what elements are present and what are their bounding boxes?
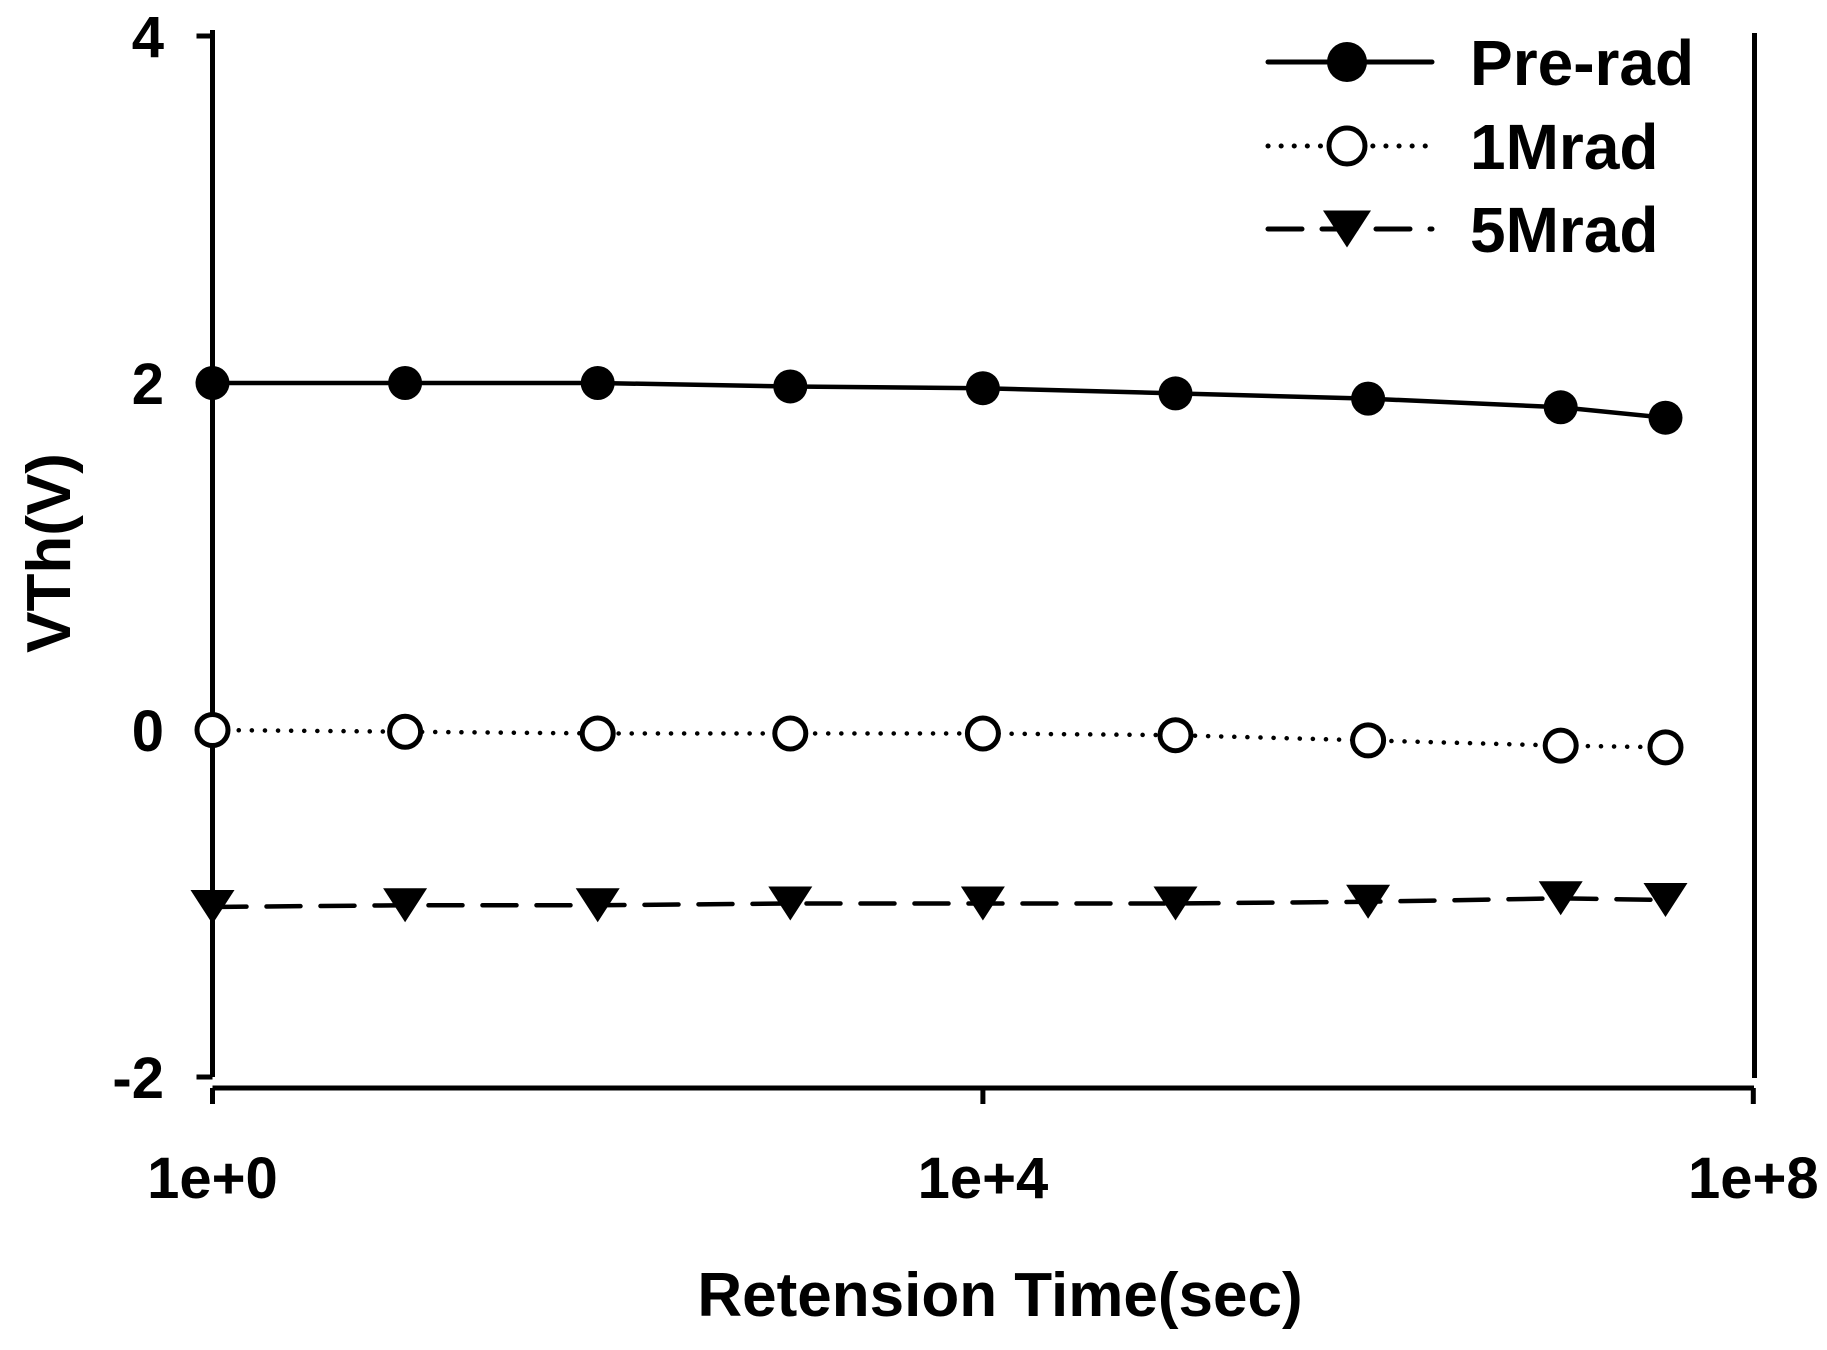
- triangle-down-marker: [190, 889, 235, 924]
- open-circle-marker: [1647, 729, 1684, 766]
- filled-circle-marker: [773, 369, 808, 404]
- series-5mrad: [190, 881, 1688, 924]
- x-tick-label: 1e+0: [147, 1146, 278, 1211]
- triangle-down-marker: [1346, 884, 1391, 919]
- open-circle-marker: [194, 712, 231, 748]
- open-circle-marker: [1157, 717, 1194, 754]
- triangle-down-marker: [960, 886, 1005, 921]
- filled-circle-marker: [388, 366, 423, 400]
- open-circle-marker: [772, 715, 809, 752]
- y-tick-label: 0: [132, 699, 164, 764]
- x-tick-label: 1e+4: [918, 1146, 1049, 1211]
- filled-circle-marker: [1543, 390, 1578, 425]
- legend-item-5mrad: 5Mrad: [1265, 194, 1659, 266]
- y-axis-title: VTh(V): [15, 453, 84, 653]
- triangle-down-marker: [768, 886, 813, 921]
- legend-item-1mrad: 1Mrad: [1265, 111, 1659, 183]
- filled-circle-marker: [195, 366, 230, 400]
- legend-label: 5Mrad: [1470, 194, 1659, 266]
- open-circle-marker: [579, 715, 616, 752]
- filled-circle-marker: [580, 366, 615, 400]
- triangle-down-marker: [1643, 883, 1688, 918]
- open-circle-marker: [1350, 722, 1387, 759]
- filled-circle-marker: [965, 371, 1000, 406]
- series-1mrad: [194, 712, 1684, 766]
- series-line-solid: [210, 380, 1668, 420]
- triangle-down-marker: [1538, 881, 1583, 916]
- legend-label: 1Mrad: [1470, 111, 1659, 183]
- open-circle-marker: [387, 713, 424, 750]
- series-line-dashed: [210, 896, 1668, 910]
- x-tick-label: 1e+8: [1688, 1146, 1819, 1211]
- legend-item-pre-rad: Pre-rad: [1265, 27, 1694, 99]
- triangle-down-marker: [1323, 210, 1371, 248]
- open-circle-marker: [1542, 727, 1579, 764]
- triangle-down-marker: [383, 888, 428, 923]
- open-circle-marker: [964, 715, 1001, 752]
- filled-circle-marker: [1327, 42, 1367, 82]
- open-circle-marker: [1326, 125, 1368, 167]
- triangle-down-marker: [1153, 886, 1198, 921]
- axes-layer: 4 2 0 -2 1e+0 1e+4 1e+8: [112, 5, 1818, 1211]
- legend-label: Pre-rad: [1470, 27, 1694, 99]
- filled-circle-marker: [1158, 376, 1193, 411]
- filled-circle-marker: [1351, 381, 1386, 416]
- series-line-dotted: [210, 727, 1668, 750]
- y-tick-label: -2: [112, 1046, 164, 1111]
- series-layer: [190, 366, 1688, 924]
- y-tick-label: 4: [132, 5, 164, 70]
- series-pre-rad: [195, 366, 1683, 435]
- triangle-down-marker: [575, 888, 620, 923]
- x-axis-title: Retension Time(sec): [697, 1261, 1302, 1330]
- filled-circle-marker: [1648, 400, 1683, 435]
- y-tick-label: 2: [132, 352, 164, 417]
- legend: Pre-rad 1Mrad 5Mrad: [1265, 27, 1694, 266]
